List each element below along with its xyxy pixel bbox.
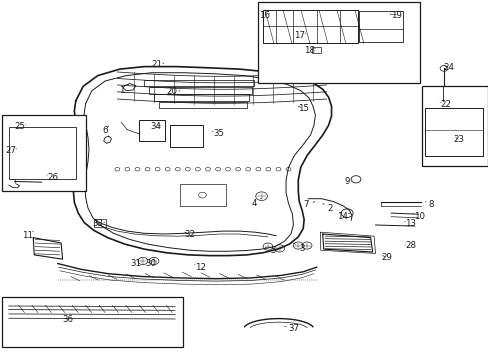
Text: 27: 27 [5,146,16,155]
Bar [94,219,106,227]
Bar [359,11,403,42]
Bar [311,47,320,53]
Text: 25: 25 [14,122,25,131]
Text: 22: 22 [440,100,450,109]
Text: 9: 9 [344,177,349,186]
Text: 12: 12 [195,263,205,272]
Text: 37: 37 [287,324,298,333]
Bar [154,94,249,101]
Text: 26: 26 [47,173,58,182]
Text: 18: 18 [303,46,314,55]
Bar [2,297,183,347]
Bar [170,125,203,147]
Bar [263,10,358,43]
Text: 15: 15 [297,104,308,113]
Bar [421,86,487,166]
Text: 21: 21 [151,60,162,69]
Text: 34: 34 [150,122,161,131]
Text: 30: 30 [145,259,156,268]
Bar [258,2,419,83]
Bar [180,184,226,206]
Text: 28: 28 [405,241,415,250]
Text: 11: 11 [22,231,33,240]
Text: 29: 29 [381,253,392,262]
Text: 33: 33 [92,220,103,229]
Bar [9,127,76,179]
Text: 36: 36 [62,315,73,324]
Text: 32: 32 [184,230,195,239]
Bar [425,108,482,156]
Text: 8: 8 [427,200,433,209]
Text: 20: 20 [166,87,177,96]
Text: 4: 4 [251,199,257,208]
Text: 5: 5 [269,246,275,255]
Bar [149,87,251,94]
Text: 13: 13 [405,220,415,229]
Text: 16: 16 [258,11,269,20]
Text: 3: 3 [299,244,305,253]
Bar [159,102,246,108]
Text: 19: 19 [390,11,401,20]
Text: 24: 24 [443,63,453,72]
Text: 1: 1 [118,86,124,95]
Bar [144,80,254,86]
Text: 17: 17 [293,31,304,40]
Bar [139,120,164,141]
Bar [2,115,85,191]
Text: 2: 2 [326,204,332,213]
Text: 10: 10 [413,212,424,220]
Text: 14: 14 [336,212,347,220]
Text: 7: 7 [302,200,308,209]
Text: 23: 23 [452,135,463,144]
Text: 31: 31 [130,259,141,268]
Text: 6: 6 [102,126,108,135]
Text: 35: 35 [213,129,224,138]
